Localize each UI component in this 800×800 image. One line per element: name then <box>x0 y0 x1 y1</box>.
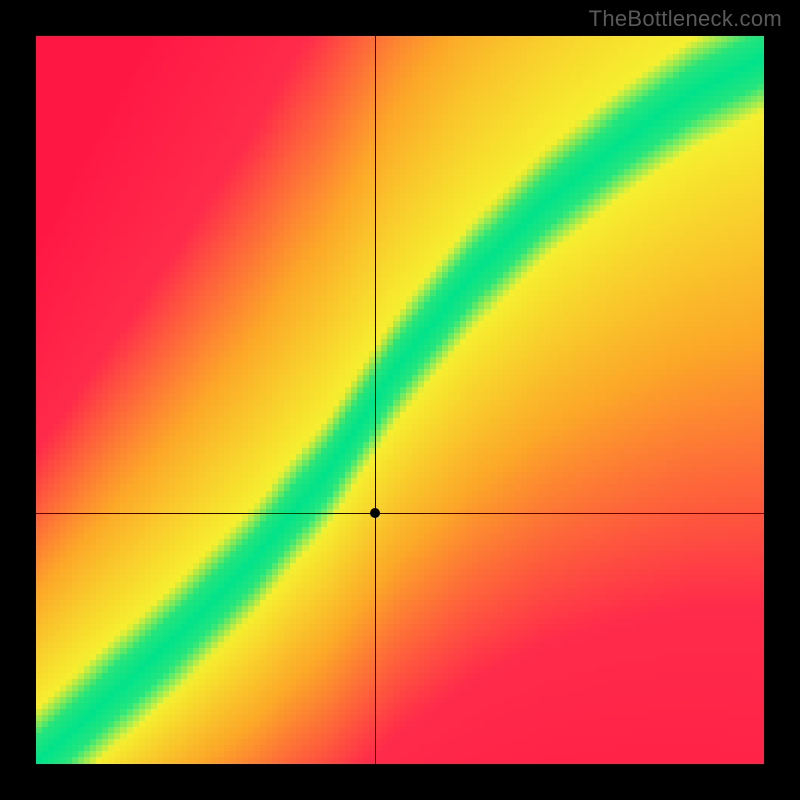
watermark-text: TheBottleneck.com <box>589 6 782 32</box>
chart-container: TheBottleneck.com <box>0 0 800 800</box>
plot-area <box>36 36 764 764</box>
crosshair-horizontal <box>36 513 764 514</box>
crosshair-vertical <box>375 36 376 764</box>
heatmap-canvas <box>36 36 764 764</box>
crosshair-dot <box>370 508 380 518</box>
